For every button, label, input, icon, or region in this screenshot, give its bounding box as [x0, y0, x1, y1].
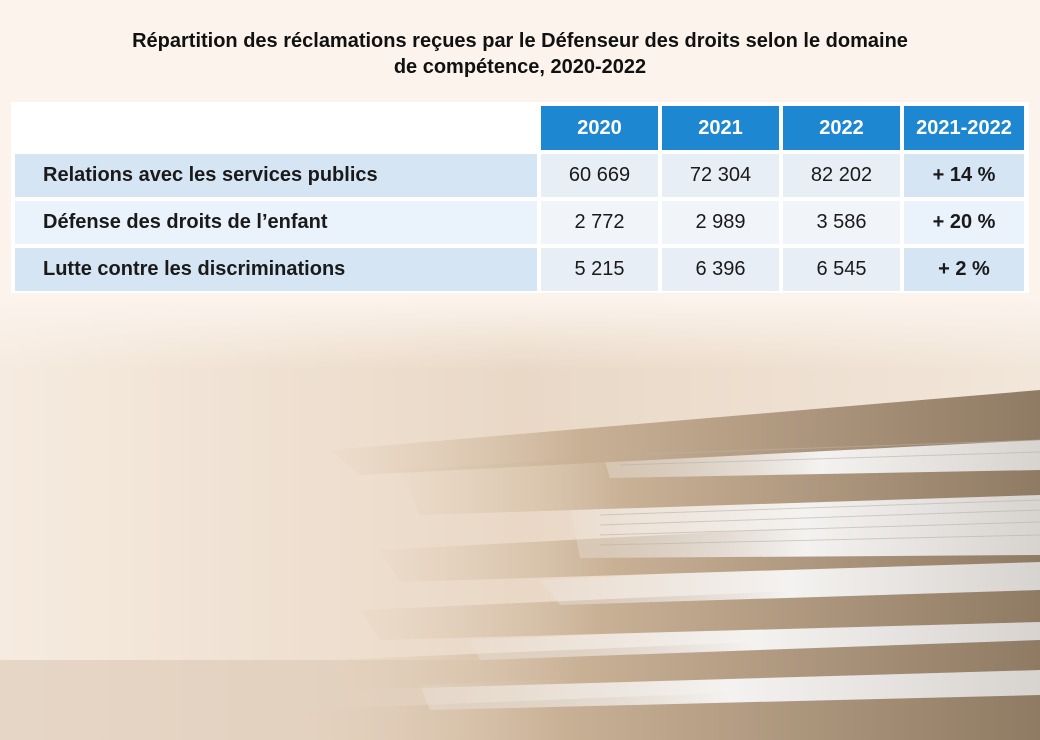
value-2022: 6 545: [783, 248, 900, 291]
data-table: 2020 2021 2022 2021-2022 Relations avec …: [11, 102, 1028, 295]
header-2021: 2021: [662, 106, 779, 150]
value-2021: 6 396: [662, 248, 779, 291]
value-2022: 3 586: [783, 201, 900, 244]
header-row: 2020 2021 2022 2021-2022: [15, 106, 1024, 150]
folder-stack-image: [0, 300, 1040, 740]
value-2022: 82 202: [783, 154, 900, 197]
change-value: + 2 %: [904, 248, 1024, 291]
complaints-table: 2020 2021 2022 2021-2022 Relations avec …: [11, 102, 1029, 293]
page-title: Répartition des réclamations reçues par …: [0, 28, 1040, 80]
row-label: Défense des droits de l’enfant: [15, 201, 537, 244]
table-row: Défense des droits de l’enfant 2 772 2 9…: [15, 201, 1024, 244]
header-2020: 2020: [541, 106, 658, 150]
title-line-1: Répartition des réclamations reçues par …: [132, 30, 908, 52]
value-2020: 60 669: [541, 154, 658, 197]
title-line-2: de compétence, 2020-2022: [393, 56, 647, 78]
header-2022: 2022: [783, 106, 900, 150]
header-change-period: 2021-2022: [904, 106, 1024, 150]
value-2020: 5 215: [541, 248, 658, 291]
change-value: + 14 %: [904, 154, 1024, 197]
row-label: Lutte contre les discriminations: [15, 248, 537, 291]
table-row: Lutte contre les discriminations 5 215 6…: [15, 248, 1024, 291]
change-value: + 20 %: [904, 201, 1024, 244]
value-2021: 2 989: [662, 201, 779, 244]
value-2020: 2 772: [541, 201, 658, 244]
header-empty-cell: [15, 106, 537, 150]
row-label: Relations avec les services publics: [15, 154, 537, 197]
value-2021: 72 304: [662, 154, 779, 197]
table-row: Relations avec les services publics 60 6…: [15, 154, 1024, 197]
